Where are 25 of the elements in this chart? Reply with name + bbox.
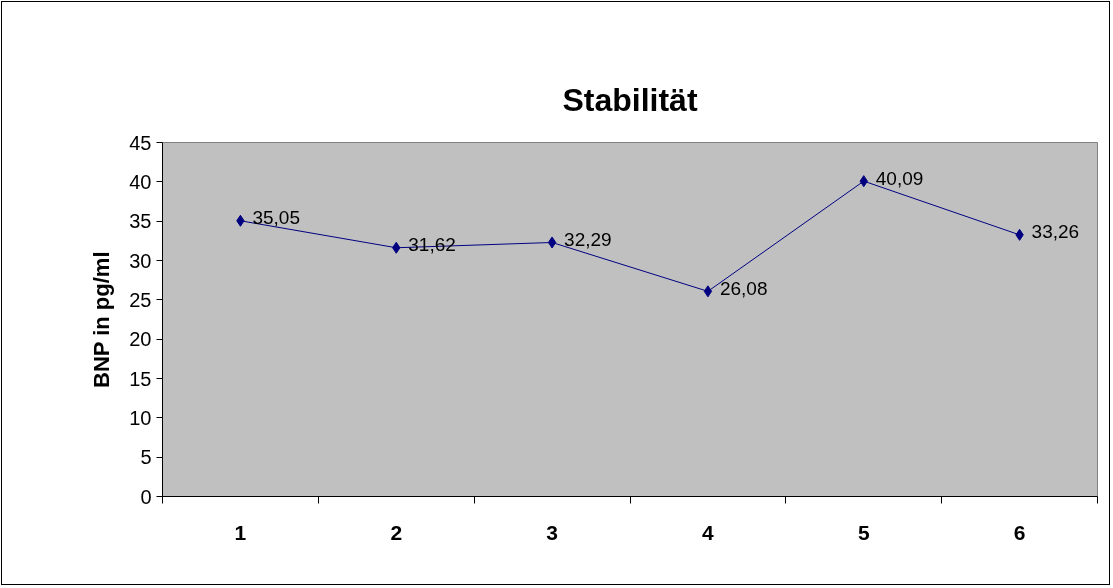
y-tick-label: 40: [129, 170, 152, 193]
x-tick-label: 1: [234, 520, 247, 544]
x-tick-label: 5: [857, 520, 870, 544]
y-tick-label: 30: [129, 249, 152, 272]
point: [703, 285, 713, 298]
y-tick-label: 35: [129, 210, 152, 233]
chart-title: Stabilität: [562, 81, 698, 118]
x-tick-label: 3: [546, 520, 558, 544]
data-label: 40,09: [875, 167, 924, 189]
y-tick-label: 15: [129, 367, 152, 390]
y-tick-label: 20: [129, 328, 152, 351]
x-tick-label: 6: [1013, 520, 1026, 544]
y-tick-label: 10: [129, 406, 152, 429]
data-label: 26,08: [719, 277, 768, 299]
point: [547, 236, 557, 249]
x-tick-label: 2: [390, 520, 403, 544]
y-tick-label: 45: [129, 131, 152, 154]
y-tick-label: 0: [140, 485, 152, 508]
y-axis-title: BNP in pg/ml: [89, 251, 115, 388]
data-label: 32,29: [564, 228, 612, 250]
y-tick-label: 25: [129, 288, 152, 311]
data-label: 33,26: [1031, 221, 1080, 243]
y-tick-label: 5: [140, 446, 152, 469]
x-tick-label: 4: [702, 520, 715, 544]
data-label: 35,05: [252, 207, 300, 229]
